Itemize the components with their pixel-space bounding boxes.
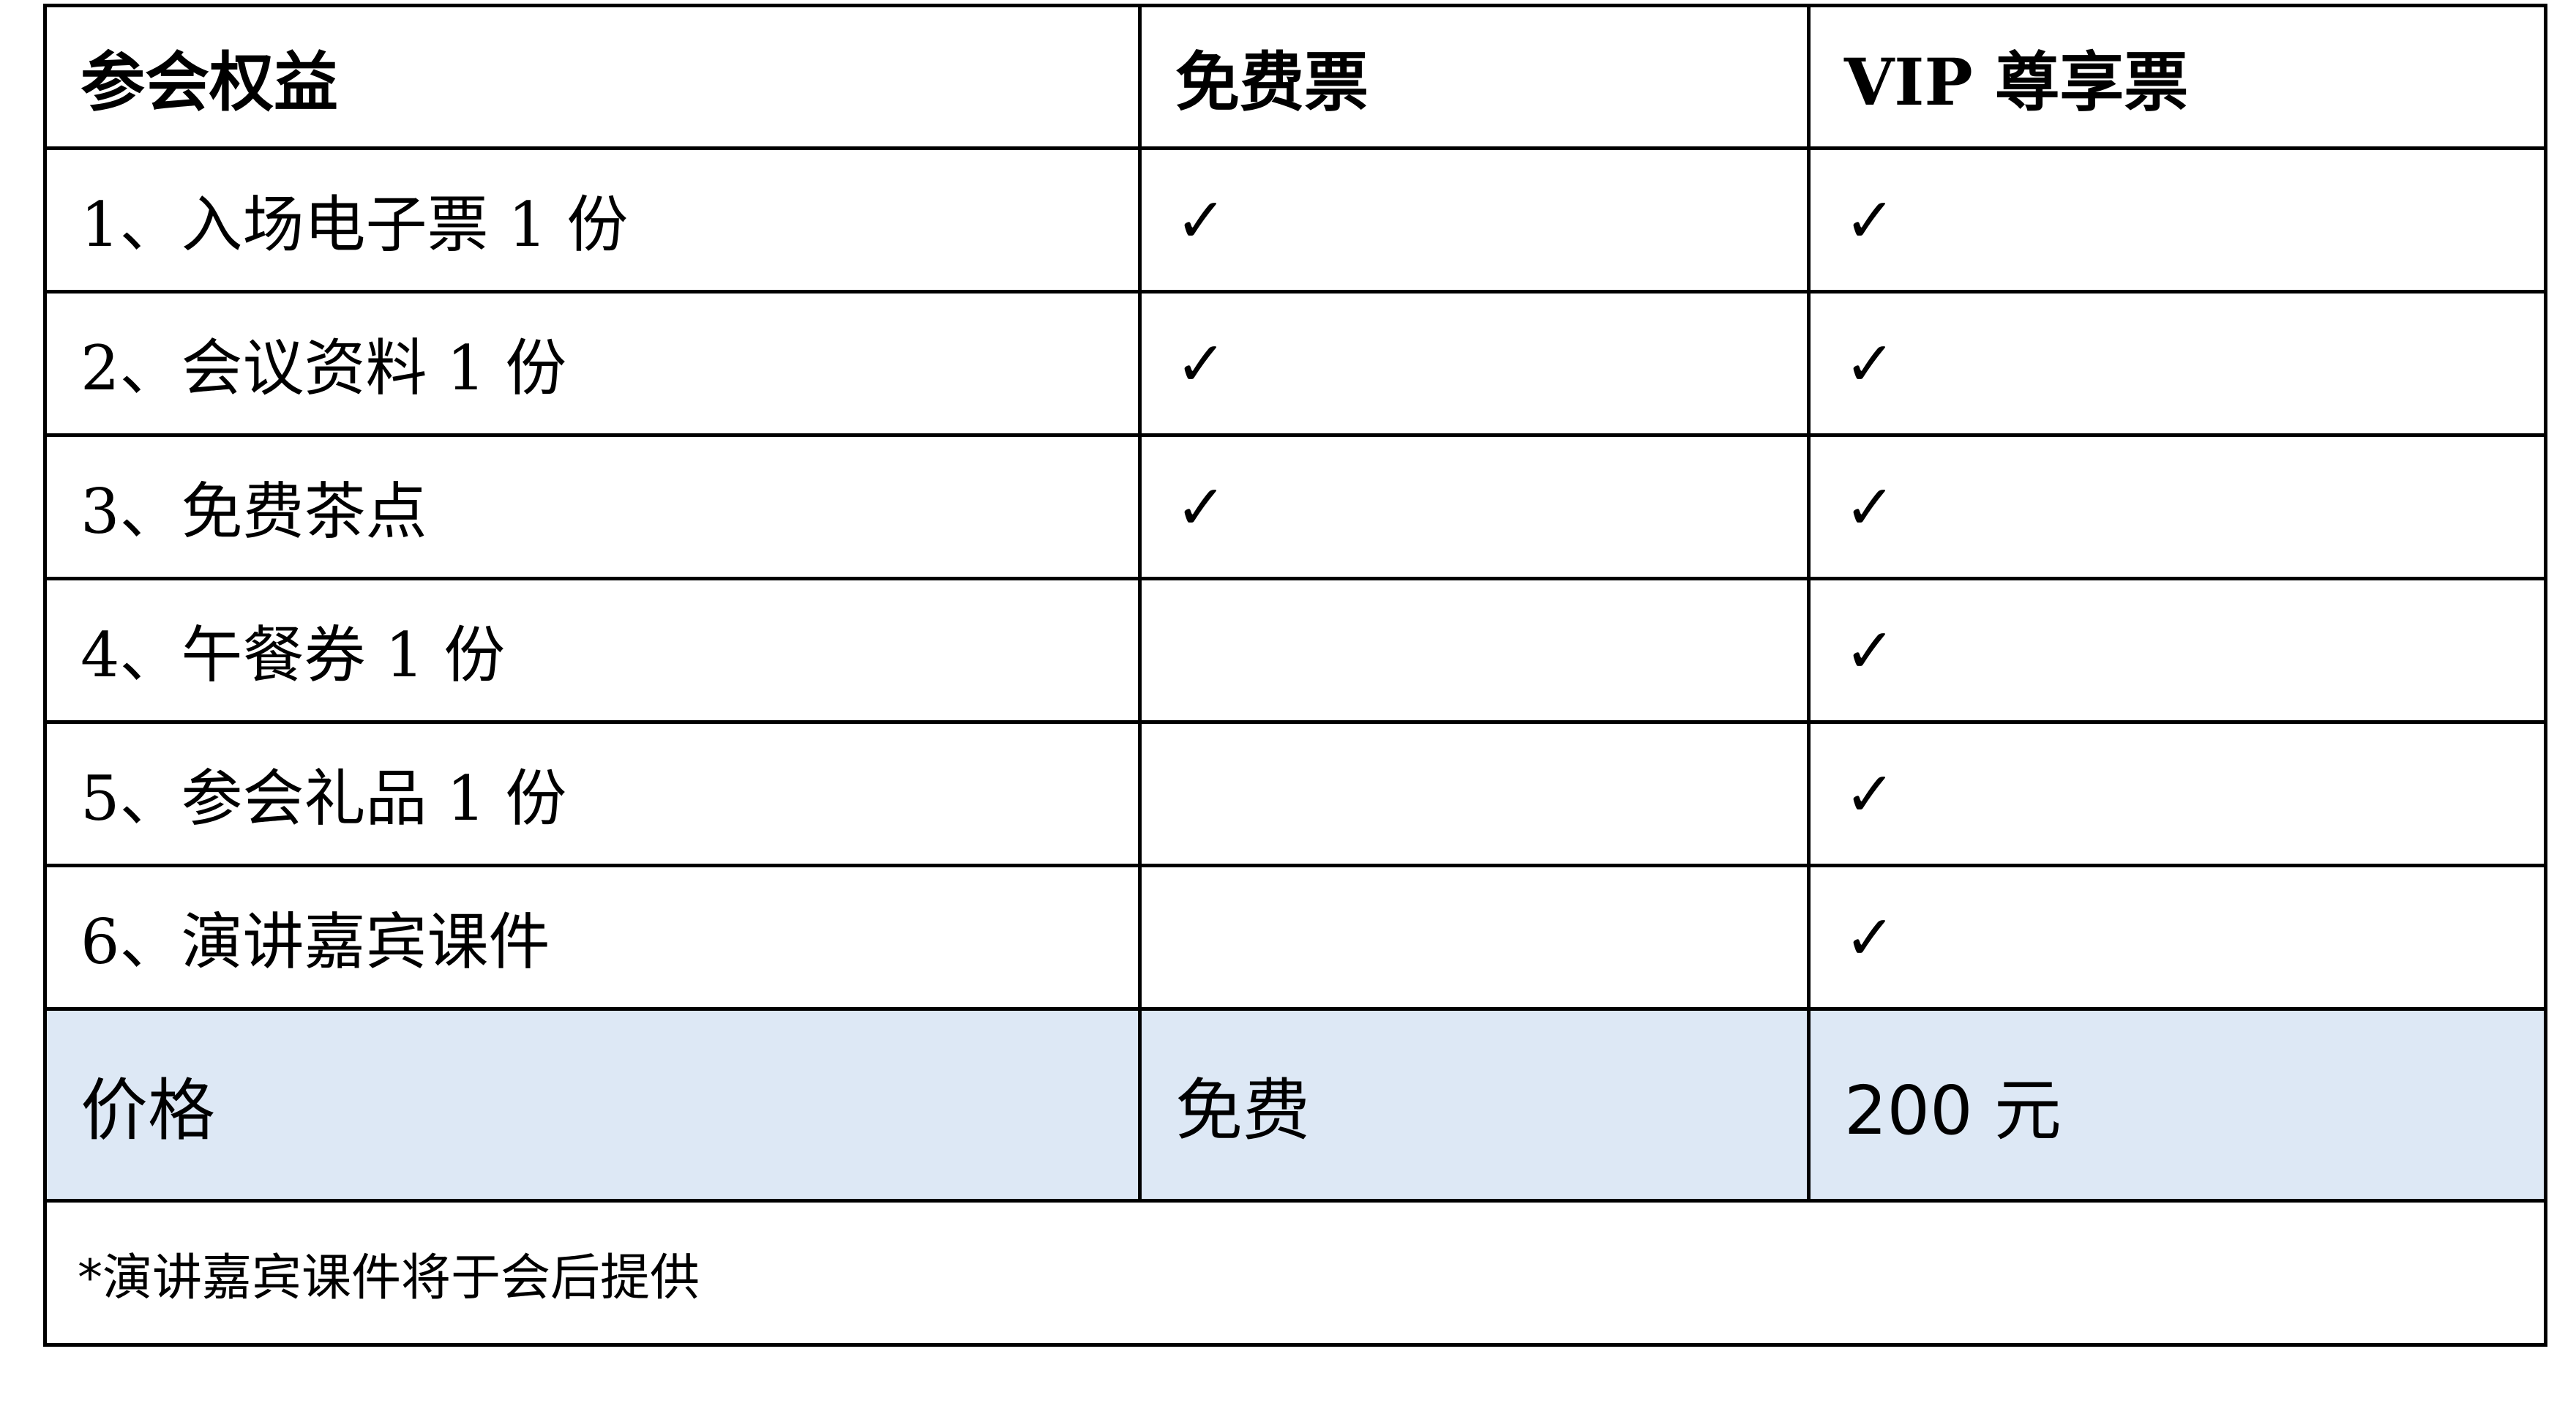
free-ticket-cell <box>1138 864 1811 1011</box>
table-row: 4、午餐券 1 份 ✓ <box>43 577 2547 724</box>
checkmark-icon: ✓ <box>1844 327 1896 400</box>
price-label: 价格 <box>43 1007 1142 1203</box>
price-free: 免费 <box>1138 1007 1811 1203</box>
checkmark-icon: ✓ <box>1844 471 1896 543</box>
table-row: 2、会议资料 1 份 ✓ ✓ <box>43 290 2547 437</box>
footnote-row: *演讲嘉宾课件将于会后提供 <box>43 1199 2547 1347</box>
checkmark-icon: ✓ <box>1844 184 1896 256</box>
header-benefit: 参会权益 <box>43 4 1142 150</box>
free-ticket-cell: ✓ <box>1138 433 1811 580</box>
checkmark-icon: ✓ <box>1175 327 1227 400</box>
price-vip: 200 元 <box>1807 1007 2547 1203</box>
free-ticket-cell: ✓ <box>1138 290 1811 437</box>
vip-ticket-cell: ✓ <box>1807 577 2547 724</box>
benefit-cell: 5、参会礼品 1 份 <box>43 720 1142 867</box>
vip-ticket-cell: ✓ <box>1807 146 2547 294</box>
header-row: 参会权益 免费票 VIP 尊享票 <box>43 4 2547 150</box>
footnote: *演讲嘉宾课件将于会后提供 <box>43 1199 2547 1347</box>
benefit-cell: 2、会议资料 1 份 <box>43 290 1142 437</box>
free-ticket-cell: ✓ <box>1138 146 1811 294</box>
free-ticket-cell <box>1138 720 1811 867</box>
vip-ticket-cell: ✓ <box>1807 864 2547 1011</box>
checkmark-icon: ✓ <box>1844 901 1896 973</box>
table-row: 6、演讲嘉宾课件 ✓ <box>43 864 2547 1011</box>
table-row: 5、参会礼品 1 份 ✓ <box>43 720 2547 867</box>
vip-ticket-cell: ✓ <box>1807 433 2547 580</box>
free-ticket-cell <box>1138 577 1811 724</box>
vip-ticket-cell: ✓ <box>1807 720 2547 867</box>
benefit-cell: 3、免费茶点 <box>43 433 1142 580</box>
checkmark-icon: ✓ <box>1844 614 1896 687</box>
checkmark-icon: ✓ <box>1844 758 1896 830</box>
ticket-benefits-table: 参会权益 免费票 VIP 尊享票 1、入场电子票 1 份 ✓ ✓ 2、会议资料 1 份… <box>43 4 2547 1347</box>
table-row: 3、免费茶点 ✓ ✓ <box>43 433 2547 580</box>
header-free-ticket: 免费票 <box>1138 4 1811 150</box>
checkmark-icon: ✓ <box>1175 184 1227 256</box>
table-row: 1、入场电子票 1 份 ✓ ✓ <box>43 146 2547 294</box>
header-vip-ticket: VIP 尊享票 <box>1807 4 2547 150</box>
benefit-cell: 4、午餐券 1 份 <box>43 577 1142 724</box>
checkmark-icon: ✓ <box>1175 471 1227 543</box>
price-row: 价格 免费 200 元 <box>43 1007 2547 1203</box>
benefit-cell: 6、演讲嘉宾课件 <box>43 864 1142 1011</box>
vip-ticket-cell: ✓ <box>1807 290 2547 437</box>
benefit-cell: 1、入场电子票 1 份 <box>43 146 1142 294</box>
